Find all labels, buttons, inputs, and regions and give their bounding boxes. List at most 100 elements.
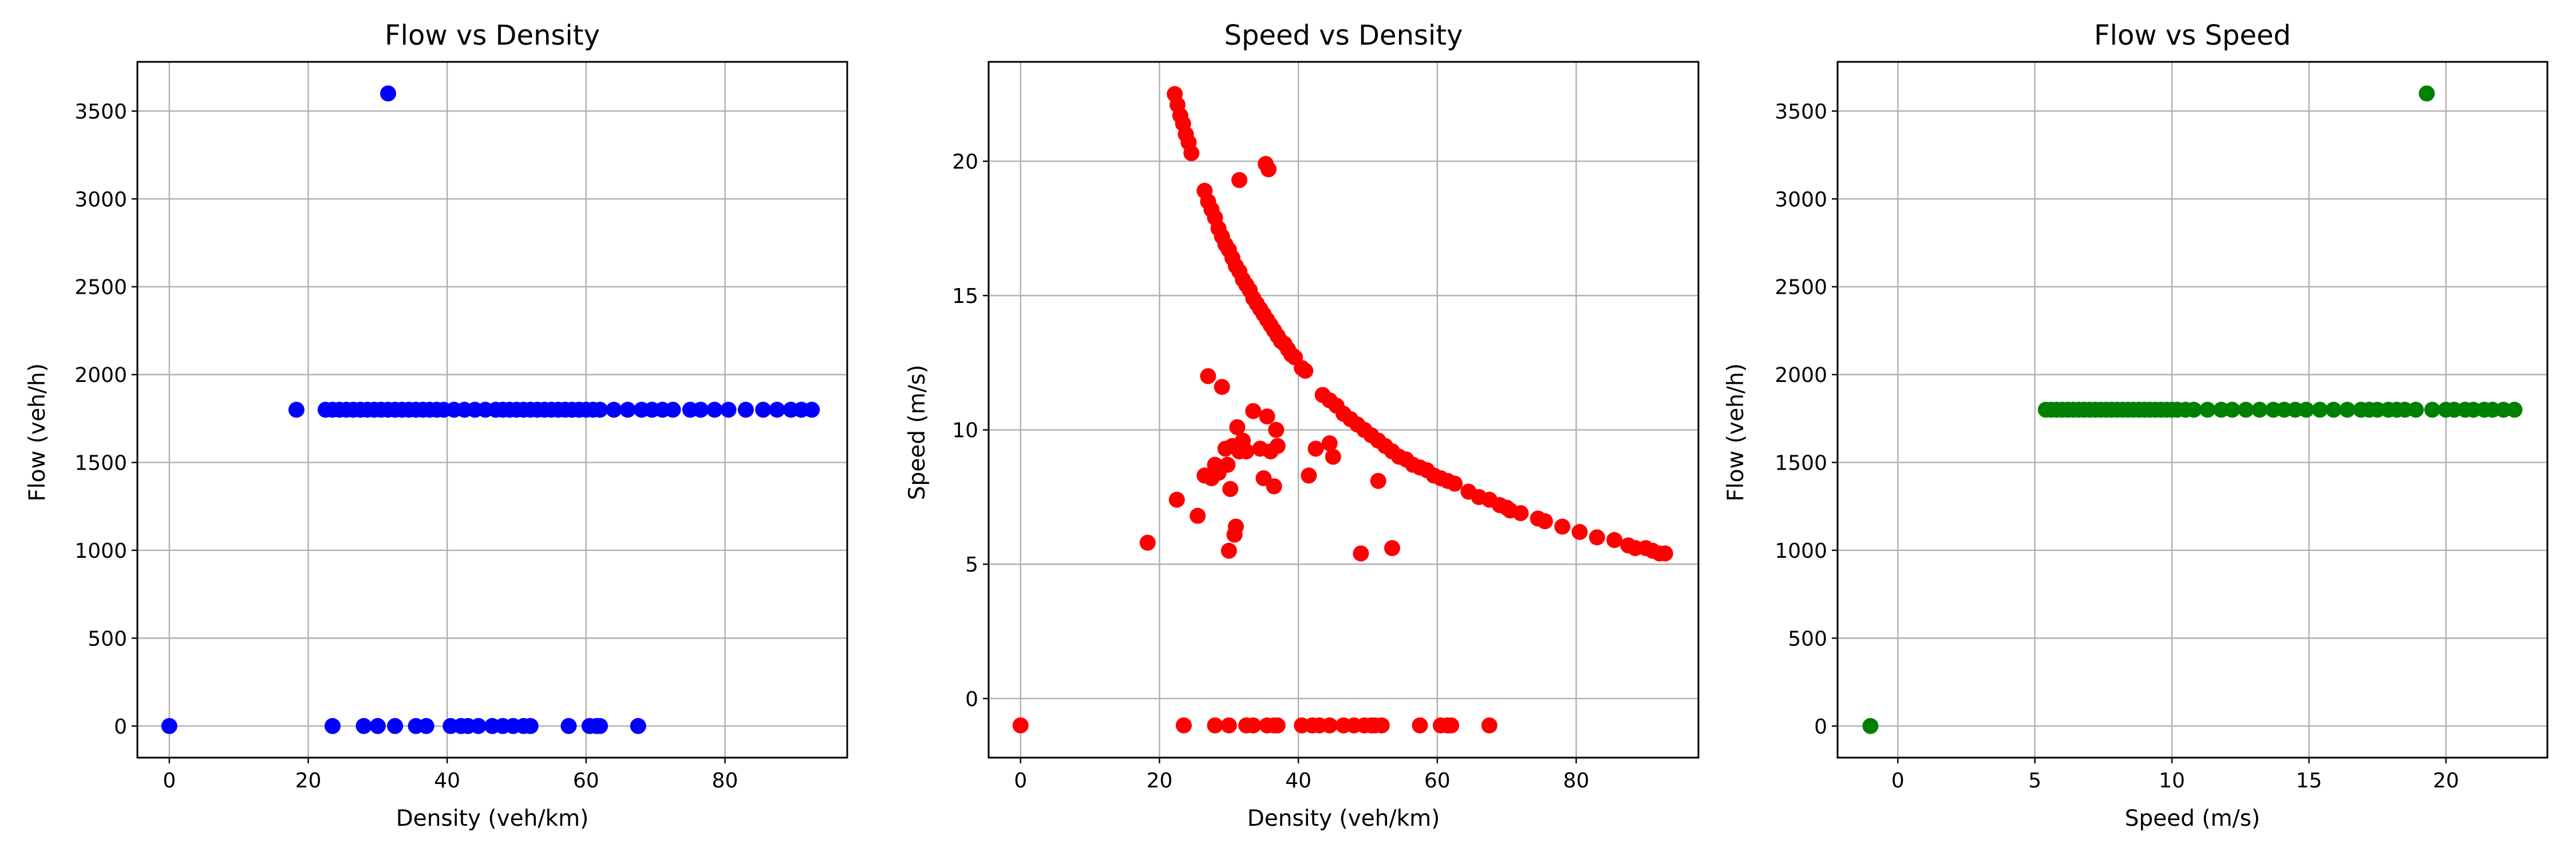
x-tick-label: 40 (1285, 769, 1311, 793)
data-point (470, 718, 487, 734)
data-point (2506, 401, 2523, 418)
data-point (2287, 401, 2304, 418)
axis-ticks: 0 20 40 60 80 0 500 1000 1500 2000 2500 3000 3500 (74, 100, 738, 793)
data-point (1245, 717, 1262, 734)
y-tick-label: 20 (952, 151, 978, 174)
data-point (630, 718, 646, 734)
grid-lines (989, 62, 1698, 758)
data-point (1373, 717, 1390, 734)
y-tick-label: 3500 (1775, 100, 1827, 124)
data-point (2408, 401, 2424, 418)
data-point (2397, 401, 2413, 418)
data-point (619, 401, 636, 418)
y-tick-label: 10 (952, 419, 978, 443)
data-point (1214, 379, 1230, 395)
data-point (2186, 401, 2202, 418)
data-points (161, 85, 820, 734)
y-axis-label: Flow (veh/h) (25, 363, 50, 502)
data-point (737, 401, 754, 418)
data-point (1200, 368, 1216, 384)
data-point (1481, 717, 1498, 734)
data-point (387, 718, 404, 734)
y-tick-label: 500 (1788, 627, 1827, 651)
data-point (1269, 438, 1286, 454)
data-point (755, 401, 772, 418)
data-point (1412, 717, 1428, 734)
data-point (1862, 718, 1879, 734)
data-point (2325, 401, 2342, 418)
data-point (1220, 717, 1237, 734)
data-point (2465, 401, 2482, 418)
x-axis-label: Speed (m/s) (2125, 806, 2261, 832)
y-tick-label: 2000 (1775, 364, 1827, 387)
axis-ticks: 0 20 40 60 80 0 5 10 15 20 (952, 151, 1589, 793)
data-point (560, 718, 577, 734)
chart-title: Flow vs Speed (2094, 19, 2291, 52)
plot-frame (136, 61, 848, 759)
data-point (522, 718, 539, 734)
data-point (720, 401, 737, 418)
data-point (1447, 475, 1463, 492)
data-point (2484, 401, 2501, 418)
data-point (1589, 529, 1605, 546)
data-point (355, 718, 372, 734)
data-point (1268, 421, 1285, 438)
data-point (592, 718, 609, 734)
data-point (706, 401, 723, 418)
data-point (324, 718, 341, 734)
x-tick-label: 0 (163, 769, 176, 793)
y-tick-label: 1000 (74, 539, 127, 563)
x-tick-label: 5 (2028, 769, 2041, 793)
data-point (1269, 717, 1286, 734)
data-point (1266, 478, 1282, 495)
chart-title: Flow vs Density (385, 19, 600, 52)
data-point (1301, 467, 1317, 484)
data-point (418, 718, 434, 734)
data-point (1370, 472, 1386, 489)
y-axis-label: Speed (m/s) (904, 365, 930, 501)
data-point (1231, 172, 1248, 188)
data-point (1227, 518, 1244, 535)
data-point (2495, 401, 2512, 418)
data-point (1220, 542, 1237, 559)
data-point (665, 401, 681, 418)
data-point (1183, 145, 1200, 161)
data-point (288, 401, 305, 418)
y-tick-label: 3000 (74, 188, 127, 211)
x-tick-label: 60 (1424, 769, 1451, 793)
y-tick-label: 1500 (74, 452, 127, 475)
data-point (1536, 513, 1553, 530)
data-point (1606, 532, 1623, 549)
data-point (1190, 507, 1206, 524)
data-point (606, 401, 622, 418)
data-point (2446, 401, 2463, 418)
data-point (2312, 401, 2328, 418)
data-point (1297, 362, 1314, 379)
data-point (1657, 545, 1673, 562)
x-axis-label: Density (veh/km) (396, 806, 589, 832)
data-point (1321, 717, 1338, 734)
x-tick-label: 40 (434, 769, 460, 793)
data-point (1222, 480, 1239, 497)
chart-title: Speed vs Density (1224, 19, 1463, 52)
data-point (692, 401, 709, 418)
y-tick-label: 1000 (1775, 539, 1827, 563)
x-axis-label: Density (veh/km) (1247, 806, 1440, 832)
data-point (1443, 717, 1460, 734)
data-point (1229, 419, 1246, 435)
x-tick-label: 20 (2433, 769, 2459, 793)
panel-flow-vs-speed: Flow vs Speed Speed (m/s) Flow (veh/h) 0… (1723, 19, 2549, 832)
y-tick-label: 0 (114, 715, 127, 739)
data-point (2265, 401, 2282, 418)
data-point (804, 401, 820, 418)
y-tick-label: 2000 (74, 364, 127, 387)
data-point (1259, 408, 1275, 425)
data-point (592, 401, 609, 418)
plot-frame (987, 61, 1700, 759)
x-tick-label: 60 (573, 769, 599, 793)
y-tick-label: 2500 (1775, 276, 1827, 300)
data-point (369, 718, 386, 734)
data-point (2213, 401, 2230, 418)
data-point (2424, 401, 2440, 418)
